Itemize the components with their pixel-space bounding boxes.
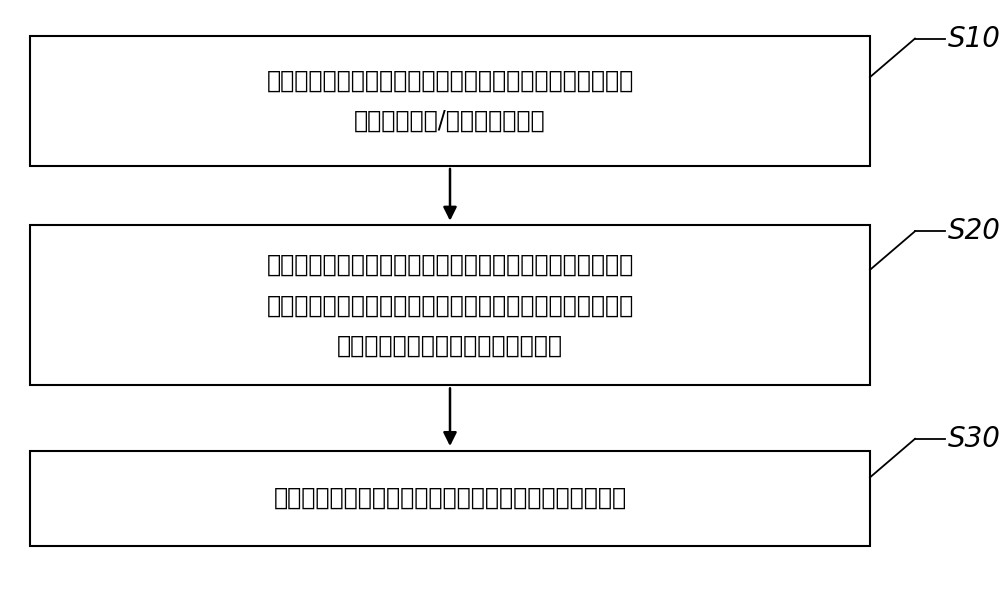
Text: S300: S300 bbox=[948, 425, 1000, 453]
Text: 化预警规则和/或通用预警规则: 化预警规则和/或通用预警规则 bbox=[354, 109, 546, 133]
Text: 个性化预警规则，若是，则发送预警消息，否则判断当前进: 个性化预警规则，若是，则发送预警消息，否则判断当前进 bbox=[266, 294, 634, 317]
Text: S200: S200 bbox=[948, 217, 1000, 246]
Bar bbox=[30, 451, 870, 546]
Text: 当当前进行的流程节点满足通用预警规则时发送预警消息: 当当前进行的流程节点满足通用预警规则时发送预警消息 bbox=[273, 486, 627, 510]
Bar bbox=[30, 225, 870, 385]
Text: S100: S100 bbox=[948, 24, 1000, 53]
Text: 获取样本检验项目中的流程节点并设置每个流程节点的个性: 获取样本检验项目中的流程节点并设置每个流程节点的个性 bbox=[266, 69, 634, 93]
Bar bbox=[30, 36, 870, 166]
Text: 判断当前进行的流程节点是否已设置个性化预警规则且满足: 判断当前进行的流程节点是否已设置个性化预警规则且满足 bbox=[266, 253, 634, 277]
Text: 行的流程节点是否满足通用预警规则: 行的流程节点是否满足通用预警规则 bbox=[337, 334, 563, 358]
